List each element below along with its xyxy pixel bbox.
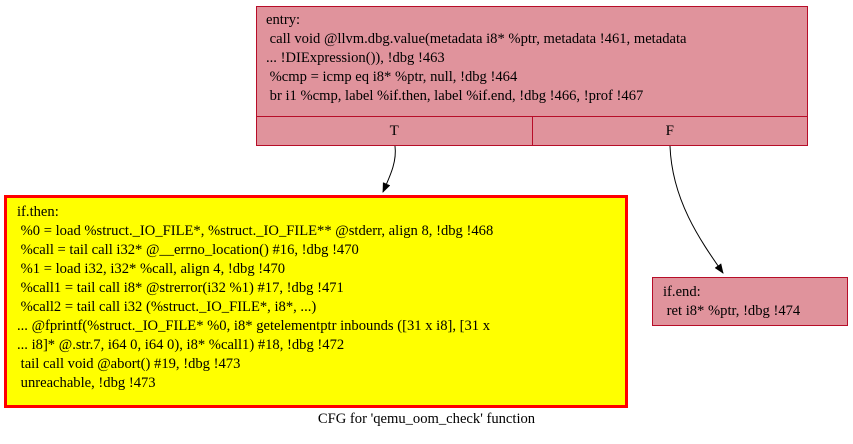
code-line: entry: [266,12,301,28]
if-end-block: if.end: ret i8* %ptr, !dbg !474 [652,277,848,326]
edge-false [669,145,724,274]
code-line: ret i8* %ptr, !dbg !474 [663,303,801,319]
entry-block-body: entry: call void @llvm.dbg.value(metadat… [257,7,807,119]
code-line: ... i8]* @.str.7, i64 0, i64 0), i8* %ca… [17,337,345,353]
code-line: %call = tail call i32* @__errno_location… [17,242,359,258]
entry-block: entry: call void @llvm.dbg.value(metadat… [256,6,808,146]
edge-true [382,145,396,193]
code-line: call void @llvm.dbg.value(metadata i8* %… [266,31,687,47]
code-line: if.end: [663,284,701,300]
port-true: T [389,123,399,139]
code-line: ... @fprintf(%struct._IO_FILE* %0, i8* g… [17,318,491,334]
port-false: F [531,117,808,145]
code-line: %call2 = tail call i32 (%struct._IO_FILE… [17,299,317,315]
code-line: %0 = load %struct._IO_FILE*, %struct._IO… [17,223,494,239]
code-line: %cmp = icmp eq i8* %ptr, null, !dbg !464 [266,69,518,85]
code-line: %call1 = tail call i8* @strerror(i32 %1)… [17,280,344,296]
code-line: ... !DIExpression()), !dbg !463 [266,50,445,66]
code-line: br i1 %cmp, label %if.then, label %if.en… [266,88,644,104]
code-line: %1 = load i32, i32* %call, align 4, !dbg… [17,261,286,277]
if-then-block: if.then: %0 = load %struct._IO_FILE*, %s… [4,195,628,408]
code-line: unreachable, !dbg !473 [17,375,156,391]
branch-ports: T F [257,116,807,145]
diagram-caption: CFG for 'qemu_oom_check' function [317,411,536,427]
code-line: tail call void @abort() #19, !dbg !473 [17,356,241,372]
code-line: if.then: [17,204,59,220]
